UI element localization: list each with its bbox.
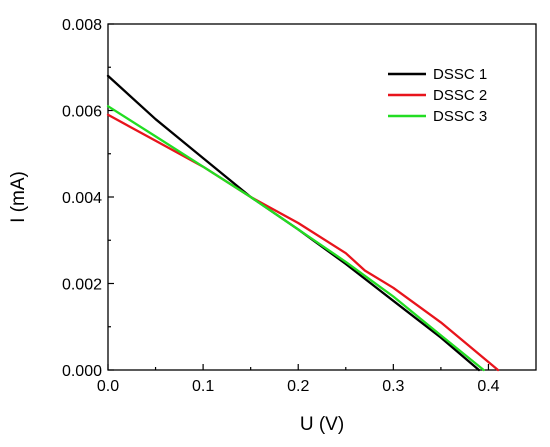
x-axis-title: U (V) [300,414,344,435]
x-tick-label: 0.0 [97,378,119,395]
x-axis-ticks: 0.0 0.1 0.2 0.3 0.4 [97,364,500,395]
legend: DSSC 1 DSSC 2 DSSC 3 [388,66,487,125]
data-series [106,74,500,372]
legend-label: DSSC 1 [433,66,487,83]
y-tick-label: 0.000 [62,363,102,380]
x-tick-label: 0.3 [382,378,404,395]
series-line-dssc-3 [106,105,485,372]
y-axis-ticks: 0.000 0.002 0.004 0.006 0.008 [62,17,114,380]
y-tick-label: 0.004 [62,190,102,207]
x-tick-label: 0.4 [477,378,499,395]
series-line-dssc-1 [106,74,481,372]
y-tick-label: 0.006 [62,104,102,121]
y-tick-label: 0.008 [62,17,102,34]
legend-label: DSSC 3 [433,108,487,125]
plot-area: 0.0 0.1 0.2 0.3 0.4 0.0000.0020.0040.0060.00… [62,17,537,395]
x-tick-label: 0.1 [192,378,214,395]
y-axis-title: I (mA) [8,171,29,223]
y-tick-label: 0.002 [62,277,102,294]
series-line-dssc-2 [106,113,500,372]
x-tick-label: 0.2 [287,378,309,395]
legend-label: DSSC 2 [433,87,487,104]
